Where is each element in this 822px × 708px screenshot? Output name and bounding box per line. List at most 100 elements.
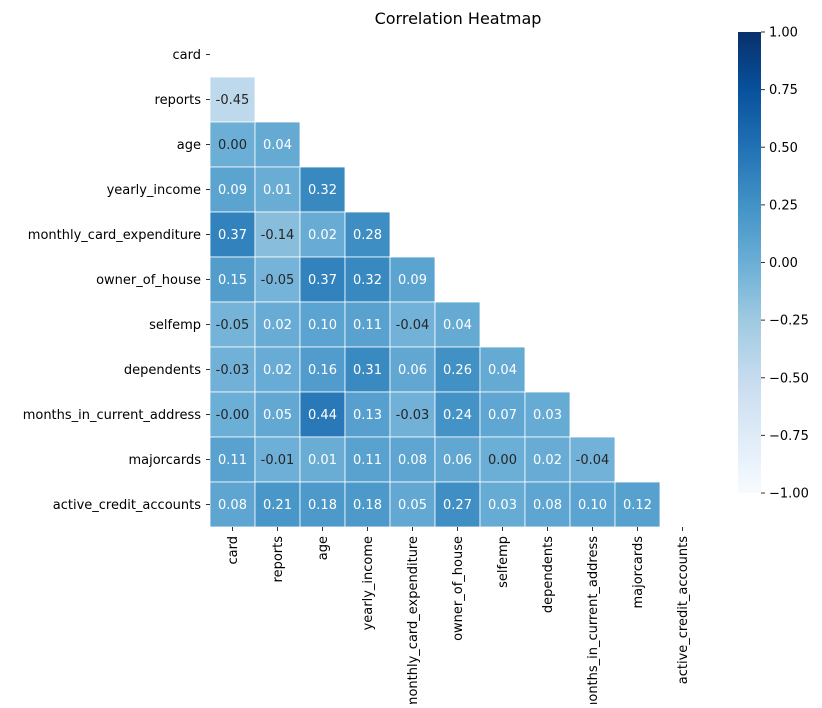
- colorbar-tick-label: 0.00: [769, 256, 798, 271]
- cell-label-majorcards-reports: -0.01: [261, 453, 295, 468]
- cell-label-months-in-current-address-card: -0.00: [216, 408, 250, 423]
- cell-label-months-in-current-address-age: 0.44: [308, 408, 337, 423]
- colorbar-tick-label: 0.75: [769, 83, 798, 98]
- cell-dependents-selfemp: [479, 346, 526, 393]
- row-label-reports: reports: [155, 93, 202, 108]
- cell-label-dependents-owner-of-house: 0.26: [443, 363, 472, 378]
- cell-label-owner-of-house-age: 0.37: [308, 273, 337, 288]
- row-label-card: card: [173, 48, 201, 63]
- cell-label-owner-of-house-card: 0.15: [218, 273, 247, 288]
- cell-majorcards-months-in-current-address: [569, 436, 616, 483]
- cell-label-selfemp-card: -0.05: [216, 318, 250, 333]
- cell-label-active-credit-accounts-card: 0.08: [218, 498, 247, 513]
- colorbar: 1.00 0.75 0.50 0.25 0.00 −0.25 −0.50 −0.75 −1.00: [738, 26, 809, 502]
- colorbar-gradient: [738, 32, 761, 493]
- column-label-dependents: dependents: [541, 536, 556, 613]
- column-label-monthly-card-expenditure: monthly_card_expenditure: [406, 536, 421, 704]
- cell-label-dependents-age: 0.16: [308, 363, 337, 378]
- colorbar-tick-label: −0.50: [769, 371, 809, 386]
- column-label-owner-of-house: owner_of_house: [451, 536, 466, 641]
- cell-active-credit-accounts-majorcards: [614, 481, 661, 528]
- cell-label-majorcards-owner-of-house: 0.06: [443, 453, 472, 468]
- cell-label-majorcards-months-in-current-address: -0.04: [576, 453, 610, 468]
- cell-label-months-in-current-address-owner-of-house: 0.24: [443, 408, 472, 423]
- cell-label-dependents-selfemp: 0.04: [488, 363, 517, 378]
- cell-dependents-owner-of-house: [434, 346, 481, 393]
- cell-label-monthly-card-expenditure-card: 0.37: [218, 228, 247, 243]
- cell-owner-of-house-reports: [254, 256, 301, 303]
- heatmap-cells: -0.45 0.00 0.04 0.09 0.01 0.32 0.37 -0.14 0.02 0.…: [209, 76, 661, 528]
- cell-label-majorcards-dependents: 0.02: [533, 453, 562, 468]
- cell-label-majorcards-selfemp: 0.00: [488, 453, 517, 468]
- cell-label-selfemp-owner-of-house: 0.04: [443, 318, 472, 333]
- cell-age-card: [209, 121, 256, 168]
- row-label-monthly-card-expenditure: monthly_card_expenditure: [28, 228, 201, 243]
- cell-label-monthly-card-expenditure-age: 0.02: [308, 228, 337, 243]
- cell-label-active-credit-accounts-reports: 0.21: [263, 498, 292, 513]
- cell-label-months-in-current-address-selfemp: 0.07: [488, 408, 517, 423]
- cell-label-active-credit-accounts-yearly-income: 0.18: [353, 498, 382, 513]
- cell-label-active-credit-accounts-dependents: 0.08: [533, 498, 562, 513]
- colorbar-tick-label: 1.00: [769, 26, 798, 41]
- cell-label-active-credit-accounts-months-in-current-address: 0.10: [578, 498, 607, 513]
- cell-label-selfemp-age: 0.10: [308, 318, 337, 333]
- cell-label-selfemp-monthly-card-expenditure: -0.04: [396, 318, 430, 333]
- column-label-card: card: [226, 536, 241, 564]
- row-label-months-in-current-address: months_in_current_address: [23, 408, 202, 423]
- cell-label-months-in-current-address-reports: 0.05: [263, 408, 292, 423]
- cell-label-age-card: 0.00: [218, 138, 247, 153]
- column-label-months-in-current-address: months_in_current_address: [586, 536, 601, 704]
- row-label-selfemp: selfemp: [149, 318, 201, 333]
- cell-dependents-card: [209, 346, 256, 393]
- cell-label-months-in-current-address-yearly-income: 0.13: [353, 408, 382, 423]
- cell-label-age-reports: 0.04: [263, 138, 292, 153]
- cell-majorcards-owner-of-house: [434, 436, 481, 483]
- cell-months-in-current-address-dependents: [524, 391, 571, 438]
- cell-active-credit-accounts-age: [299, 481, 346, 528]
- cell-label-active-credit-accounts-majorcards: 0.12: [623, 498, 652, 513]
- cell-label-months-in-current-address-dependents: 0.03: [533, 408, 562, 423]
- cell-selfemp-owner-of-house: [434, 301, 481, 348]
- colorbar-tick-label: 0.50: [769, 141, 798, 156]
- cell-selfemp-reports: [254, 301, 301, 348]
- cell-label-owner-of-house-reports: -0.05: [261, 273, 295, 288]
- cell-owner-of-house-yearly-income: [344, 256, 391, 303]
- chart-title: Correlation Heatmap: [375, 9, 542, 28]
- cell-months-in-current-address-age: [299, 391, 346, 438]
- cell-label-active-credit-accounts-owner-of-house: 0.27: [443, 498, 472, 513]
- cell-selfemp-monthly-card-expenditure: [389, 301, 436, 348]
- cell-label-dependents-monthly-card-expenditure: 0.06: [398, 363, 427, 378]
- cell-active-credit-accounts-months-in-current-address: [569, 481, 616, 528]
- row-label-dependents: dependents: [124, 363, 201, 378]
- cell-majorcards-yearly-income: [344, 436, 391, 483]
- cell-age-reports: [254, 121, 301, 168]
- column-label-selfemp: selfemp: [496, 536, 511, 588]
- column-label-reports: reports: [271, 536, 286, 583]
- column-label-age: age: [316, 536, 331, 560]
- column-label-yearly-income: yearly_income: [361, 536, 376, 630]
- cell-label-dependents-yearly-income: 0.31: [353, 363, 382, 378]
- cell-active-credit-accounts-monthly-card-expenditure: [389, 481, 436, 528]
- colorbar-tick-label: −0.25: [769, 314, 809, 329]
- cell-dependents-yearly-income: [344, 346, 391, 393]
- cell-label-owner-of-house-yearly-income: 0.32: [353, 273, 382, 288]
- cell-selfemp-age: [299, 301, 346, 348]
- cell-label-yearly-income-age: 0.32: [308, 183, 337, 198]
- cell-majorcards-card: [209, 436, 256, 483]
- column-label-active-credit-accounts: active_credit_accounts: [676, 536, 691, 684]
- cell-label-majorcards-yearly-income: 0.11: [353, 453, 382, 468]
- cell-majorcards-selfemp: [479, 436, 526, 483]
- cell-label-selfemp-yearly-income: 0.11: [353, 318, 382, 333]
- cell-label-owner-of-house-monthly-card-expenditure: 0.09: [398, 273, 427, 288]
- cell-label-active-credit-accounts-age: 0.18: [308, 498, 337, 513]
- cell-label-yearly-income-card: 0.09: [218, 183, 247, 198]
- colorbar-tick-label: 0.25: [769, 198, 798, 213]
- colorbar-tick-label: −0.75: [769, 429, 809, 444]
- colorbar-tick-label: −1.00: [769, 487, 809, 502]
- row-label-owner-of-house: owner_of_house: [96, 273, 201, 288]
- cell-dependents-reports: [254, 346, 301, 393]
- column-label-majorcards: majorcards: [631, 536, 646, 609]
- cell-active-credit-accounts-reports: [254, 481, 301, 528]
- cell-active-credit-accounts-card: [209, 481, 256, 528]
